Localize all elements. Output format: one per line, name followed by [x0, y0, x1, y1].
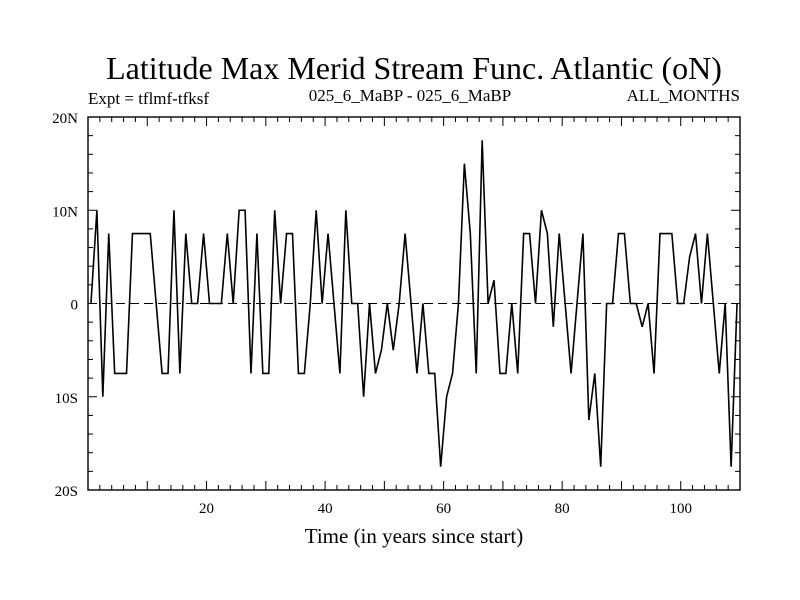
y-tick-label: 10S [55, 391, 78, 407]
x-tick-label: 80 [555, 501, 570, 517]
x-tick-labels: 20 40 60 80 100 [199, 501, 692, 517]
tick-marks [88, 117, 740, 490]
y-tick-label: 20N [52, 111, 78, 127]
plot-frame [87, 116, 741, 491]
subtitle-months: ALL_MONTHS [627, 86, 740, 105]
x-tick-label: 60 [436, 501, 451, 517]
x-axis-label: Time (in years since start) [305, 524, 524, 548]
chart-title: Latitude Max Merid Stream Func. Atlantic… [106, 50, 722, 86]
x-tick-label: 20 [199, 501, 214, 517]
x-tick-label: 100 [669, 501, 692, 517]
subtitle-runs: 025_6_MaBP - 025_6_MaBP [309, 86, 511, 105]
y-tick-label: 20S [55, 484, 78, 500]
y-tick-label: 10N [52, 204, 78, 220]
series-line-latitude [90, 140, 738, 467]
y-tick-labels: 20S 10S 0 10N 20N [52, 111, 78, 500]
x-tick-label: 40 [318, 501, 333, 517]
y-tick-label: 0 [71, 298, 79, 314]
subtitle-experiment: Expt = tflmf-tfksf [88, 89, 209, 108]
